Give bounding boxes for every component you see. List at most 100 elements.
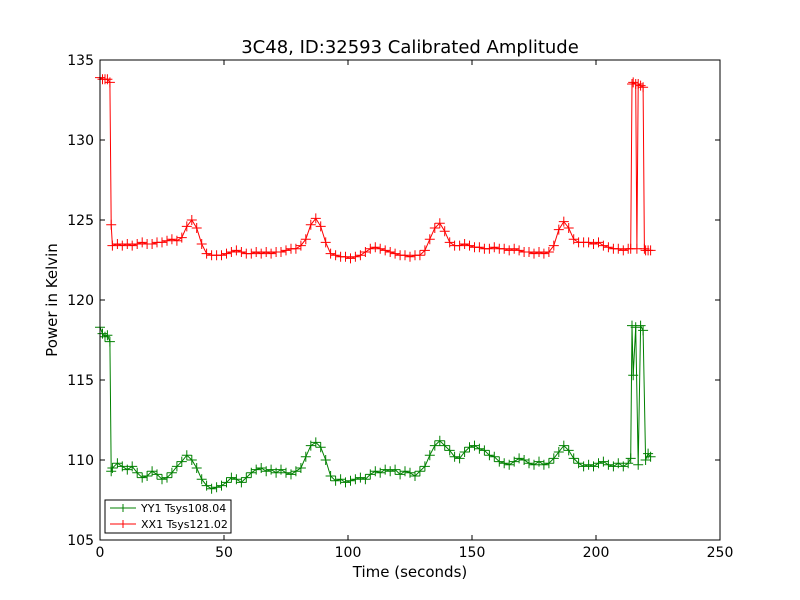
y-tick-label-5: 130 <box>67 133 94 149</box>
legend: YY1 Tsys108.04 XX1 Tsys121.02 <box>104 499 232 534</box>
series-1-point-4 <box>104 77 115 88</box>
series-0-point-68 <box>414 466 425 477</box>
series-0-point-41 <box>281 467 291 478</box>
series-0-point-37 <box>261 466 272 477</box>
series-1-point-47 <box>310 213 321 224</box>
series-0-point-49 <box>320 455 331 465</box>
series-1-point-94 <box>543 247 554 257</box>
series-1-point-98 <box>563 223 574 233</box>
series-0-point-110 <box>623 458 634 469</box>
series-1-point-34 <box>246 248 257 259</box>
series-1-point-97 <box>558 216 569 227</box>
series-0-point-45 <box>300 451 311 462</box>
series-0-point-22 <box>186 455 197 465</box>
series-1-point-28 <box>216 250 227 261</box>
series-1-point-91 <box>529 248 539 259</box>
series-1-point-82 <box>484 243 495 254</box>
series-1-point-103 <box>588 239 599 249</box>
x-tick-label-0: 0 <box>96 545 105 561</box>
x-tick-label-4: 200 <box>583 545 610 561</box>
series-0-point-82 <box>484 450 495 461</box>
series-0-point-20 <box>176 456 187 467</box>
series-0-point-12 <box>137 472 148 483</box>
series-0-point-17 <box>162 472 172 483</box>
series-1-point-118 <box>638 82 649 93</box>
series-0-point-98 <box>563 445 574 456</box>
series-0-point-74 <box>444 445 455 456</box>
series-0-point-4 <box>104 336 115 347</box>
series-0-point-104 <box>593 458 604 469</box>
series-1-point-92 <box>534 247 544 257</box>
series-0-point-44 <box>295 463 306 473</box>
series-1-point-78 <box>464 240 475 251</box>
series-1-point-63 <box>390 248 401 259</box>
chart-title: 3C48, ID:32593 Calibrated Amplitude <box>241 37 579 58</box>
series-1-point-61 <box>380 245 391 256</box>
series-1-point-55 <box>350 251 361 262</box>
series-0-point-2 <box>100 331 110 342</box>
series-0-point-120 <box>645 451 656 462</box>
legend-marker-1 <box>119 520 127 528</box>
series-1-point-37 <box>261 247 272 257</box>
series-1-point-44 <box>295 240 306 251</box>
x-axis-title: Time (seconds) <box>352 563 468 581</box>
series-1-point-5 <box>106 219 117 230</box>
legend-box <box>104 499 232 534</box>
series-0-point-21 <box>181 450 192 461</box>
series-1-point-53 <box>340 251 351 262</box>
series-0-point-59 <box>370 466 381 477</box>
series-1-point-76 <box>454 240 465 251</box>
series-1-point-108 <box>613 243 624 254</box>
series-0-point-84 <box>494 456 505 467</box>
series-0-point-53 <box>340 477 351 488</box>
series-1-point-45 <box>300 234 311 245</box>
series-0-point-114 <box>630 322 641 333</box>
legend-label-0: YY1 Tsys108.04 <box>140 502 226 515</box>
series-1-point-36 <box>256 248 267 259</box>
series-1-point-59 <box>370 242 381 253</box>
series-0-point-93 <box>538 459 549 470</box>
series-1-point-6 <box>107 240 118 251</box>
series-1-point-109 <box>618 245 629 256</box>
legend-label-1: XX1 Tsys121.02 <box>141 518 228 531</box>
series-0-point-117 <box>638 325 649 336</box>
series-0-point-56 <box>355 472 366 483</box>
plot-area: 0 50 100 150 200 250 105 110 115 120 125 130 135 <box>67 53 733 561</box>
series-1-point-90 <box>524 247 534 257</box>
series-1-point-54 <box>345 253 356 264</box>
series-0-point-61 <box>380 464 391 475</box>
series-1-point-24 <box>196 239 207 249</box>
series-1-point-72 <box>434 218 445 229</box>
series-1-point-18 <box>166 234 177 245</box>
series-1-point-106 <box>603 242 614 253</box>
series-1-point-22 <box>186 215 197 225</box>
series-1-point-88 <box>514 245 525 256</box>
series-0-point-77 <box>459 447 470 457</box>
x-tick-label-1: 50 <box>215 545 233 561</box>
series-0-point-63 <box>390 464 401 475</box>
series-0-point-67 <box>410 471 420 481</box>
series-1-point-65 <box>400 250 410 261</box>
series-1-point-35 <box>251 247 262 257</box>
series-0-point-24 <box>196 474 207 485</box>
series-1-point-32 <box>236 247 247 257</box>
series-0-point-23 <box>191 463 202 473</box>
series-0-point-35 <box>251 464 262 475</box>
series-0-point-55 <box>350 474 361 485</box>
series-0-point-33 <box>241 472 252 483</box>
legend-entry-0: YY1 Tsys108.04 <box>110 502 226 515</box>
series-1-point-29 <box>221 248 232 259</box>
series-1-point-50 <box>325 248 336 259</box>
series-0-point-106 <box>603 459 614 470</box>
series-0-point-83 <box>489 451 500 462</box>
series-0-point-65 <box>400 466 410 477</box>
series-0-point-32 <box>236 477 247 488</box>
series-1-point-17 <box>162 235 172 246</box>
series-0-point-29 <box>221 477 232 488</box>
series-1-point-31 <box>231 245 242 256</box>
series-0-point-88 <box>514 453 525 464</box>
series-1-point-105 <box>598 240 609 251</box>
x-tick-label-5: 250 <box>707 545 734 561</box>
series-1-point-14 <box>147 239 158 249</box>
